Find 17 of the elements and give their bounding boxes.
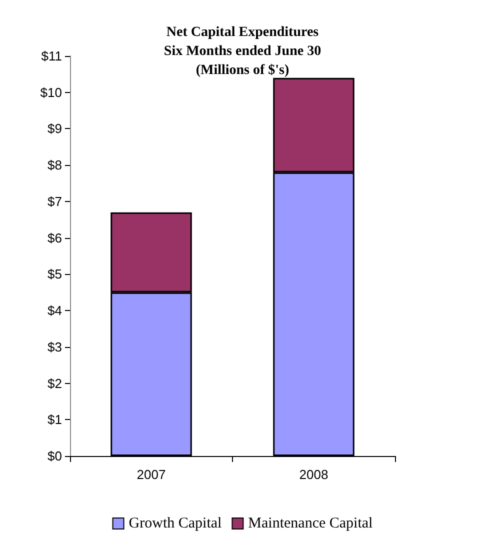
y-tick-label: $1 (48, 412, 62, 428)
y-tick-label: $2 (48, 376, 62, 391)
y-tick-label: $4 (48, 303, 62, 318)
chart-title: Net Capital Expenditures Six Months ended June 30 (Millions of $'s) (164, 25, 322, 78)
y-tick-label: $3 (48, 339, 62, 354)
legend-label: Growth Capital (128, 516, 222, 532)
y-tick-label: $0 (48, 448, 62, 464)
x-tick-label: 2008 (299, 467, 328, 482)
y-tick-label: $7 (48, 194, 62, 209)
y-tick-label: $10 (40, 84, 62, 100)
legend-label: Maintenance Capital (248, 516, 373, 532)
x-tick-label: 2007 (136, 467, 166, 482)
y-tick-label: $6 (48, 230, 62, 246)
y-tick-label: $11 (41, 48, 62, 64)
y-tick-label: $9 (48, 121, 62, 136)
y-tick-label: $5 (48, 266, 62, 282)
y-tick-label: $8 (48, 158, 62, 173)
